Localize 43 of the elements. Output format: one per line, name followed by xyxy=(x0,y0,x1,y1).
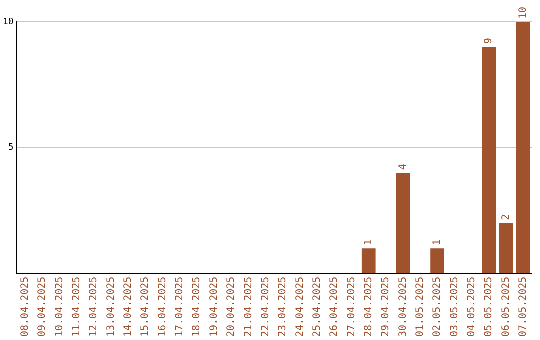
y-tick-label: 5 xyxy=(8,143,14,154)
x-tick-label: 19.04.2025 xyxy=(208,276,220,338)
x-tick-label: 04.05.2025 xyxy=(466,276,478,338)
data-label: 2 xyxy=(500,214,512,220)
x-tick-label: 26.04.2025 xyxy=(329,276,340,338)
x-tick-label: 17.04.2025 xyxy=(174,276,186,338)
data-label: 9 xyxy=(484,38,495,44)
x-tick-label: 29.04.2025 xyxy=(380,276,392,338)
bar xyxy=(362,248,376,274)
x-tick-label: 27.04.2025 xyxy=(346,276,358,338)
x-tick-label: 08.04.2025 xyxy=(20,276,32,338)
bar xyxy=(396,173,410,274)
data-label: 1 xyxy=(363,240,374,246)
x-tick-label: 13.04.2025 xyxy=(106,276,117,338)
x-tick-label: 21.04.2025 xyxy=(243,276,254,338)
x-tick-label: 11.04.2025 xyxy=(72,276,83,338)
x-tick-label: 09.04.2025 xyxy=(37,276,48,338)
x-tick-label: 15.04.2025 xyxy=(140,276,152,338)
data-label: 10 xyxy=(518,6,530,19)
x-tick-label: 18.04.2025 xyxy=(192,276,203,338)
bar xyxy=(499,223,514,274)
x-tick-label: 03.05.2025 xyxy=(449,276,460,338)
x-tick-label: 28.04.2025 xyxy=(363,276,374,338)
bar xyxy=(516,22,530,274)
x-tick-label: 16.04.2025 xyxy=(157,276,168,338)
x-tick-label: 30.04.2025 xyxy=(398,276,409,338)
x-tick-label: 20.04.2025 xyxy=(226,276,238,338)
x-tick-label: 14.04.2025 xyxy=(123,276,134,338)
x-tick-label: 05.05.2025 xyxy=(484,276,495,338)
data-label: 4 xyxy=(398,164,409,170)
x-tick-label: 01.05.2025 xyxy=(414,276,426,338)
x-tick-label: 02.05.2025 xyxy=(432,276,444,338)
x-tick-label: 10.04.2025 xyxy=(54,276,66,338)
x-tick-label: 25.04.2025 xyxy=(312,276,323,338)
x-tick-label: 06.05.2025 xyxy=(500,276,512,338)
x-tick-label: 24.04.2025 xyxy=(294,276,306,338)
bar xyxy=(482,47,496,274)
bar xyxy=(430,248,444,274)
x-tick-label: 07.05.2025 xyxy=(518,276,530,338)
x-tick-label: 23.04.2025 xyxy=(278,276,289,338)
x-tick-label: 12.04.2025 xyxy=(88,276,100,338)
x-tick-label: 22.04.2025 xyxy=(260,276,272,338)
data-label: 1 xyxy=(432,240,444,246)
